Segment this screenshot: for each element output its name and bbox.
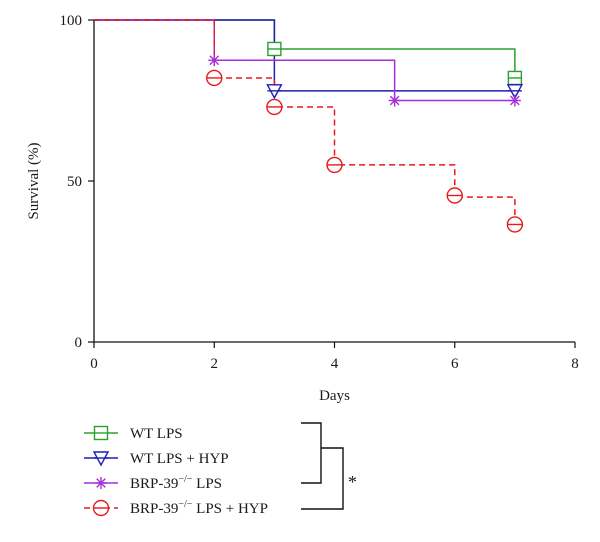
series-3-point-3 — [446, 187, 463, 204]
legend-label-text: BRP-39 — [130, 501, 178, 517]
significance-bracket: * — [301, 422, 357, 510]
series-line-1 — [94, 19, 515, 92]
series-2-point-2 — [508, 94, 521, 107]
legend-label-text: BRP-39 — [130, 476, 178, 492]
x-tick-label: 8 — [571, 356, 579, 372]
legend-marker-3 — [92, 499, 110, 517]
legend-label-2: BRP-39−/− LPS — [130, 474, 222, 492]
markers-layer — [206, 41, 524, 233]
y-axis-label: Survival (%) — [26, 142, 42, 219]
legend-label-0: WT LPS — [130, 426, 183, 442]
x-axis-label: Days — [319, 388, 350, 404]
legend-label-superscript: −/− — [178, 474, 192, 485]
legend-label-suffix: LPS + HYP — [192, 501, 268, 517]
legend-label-1: WT LPS + HYP — [130, 451, 229, 467]
series-3-point-0 — [206, 69, 223, 87]
legend-marker-2 — [95, 477, 107, 489]
series-1-point-1 — [506, 84, 524, 100]
x-tick-label: 0 — [90, 356, 98, 372]
series-2-point-0 — [208, 54, 221, 67]
x-tick-label: 6 — [451, 356, 459, 372]
y-tick-label: 100 — [60, 13, 83, 29]
significance-asterisk: * — [348, 472, 357, 492]
x-tick-label: 4 — [331, 356, 339, 372]
series-line-2 — [94, 19, 515, 102]
legend-marker-0 — [93, 425, 109, 441]
legend-label-superscript: −/− — [178, 499, 192, 510]
y-tick-label: 50 — [67, 174, 82, 190]
series-2-point-1 — [388, 94, 401, 107]
legend-label-text: WT LPS — [130, 426, 183, 442]
bracket-inner — [301, 422, 322, 484]
y-tick-label: 0 — [75, 335, 83, 351]
legend-label-text: WT LPS + HYP — [130, 451, 229, 467]
series-line-0 — [94, 19, 516, 78]
legend-label-suffix: LPS — [192, 476, 222, 492]
legend-marker-1 — [92, 451, 110, 467]
series-3-point-1 — [266, 98, 283, 116]
series-3-point-2 — [326, 156, 343, 174]
series-3-point-4 — [506, 216, 524, 233]
x-tick-label: 2 — [211, 356, 219, 372]
legend-label-3: BRP-39−/− LPS + HYP — [130, 499, 268, 517]
series-1-point-0 — [266, 84, 283, 100]
bracket-outer — [301, 447, 344, 510]
series-0-point-1 — [507, 70, 523, 86]
axes: 0 2 4 6 8 0 50 100 Days Survival (%) — [26, 13, 579, 404]
series-0-point-0 — [267, 41, 282, 57]
